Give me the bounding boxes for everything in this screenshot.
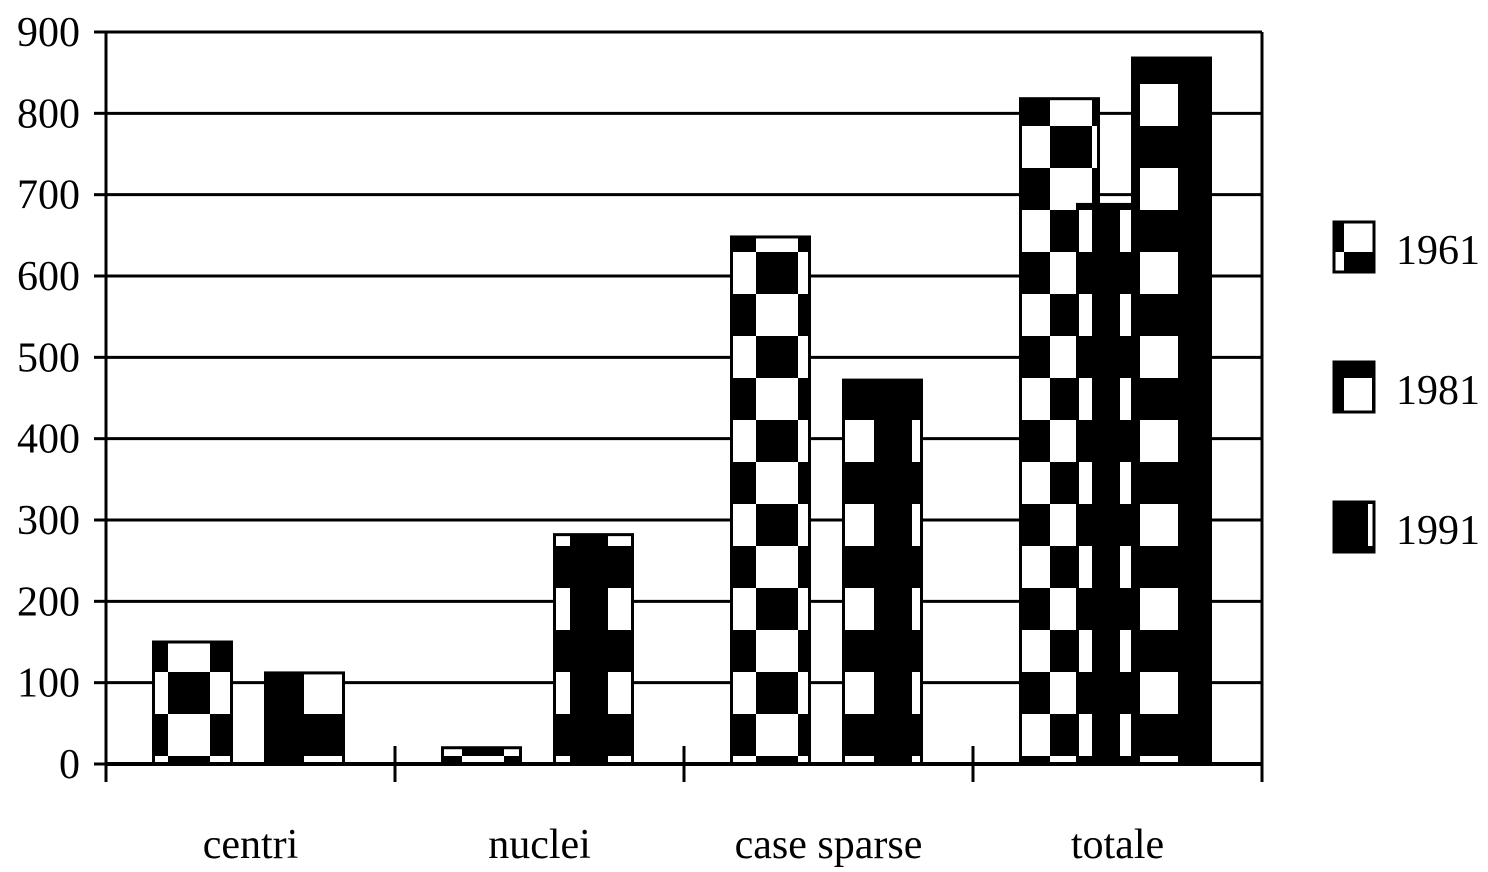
- x-category-label: centri: [203, 822, 299, 868]
- legend-swatch-1981: [1332, 360, 1376, 414]
- bar-1961-case-sparse: [730, 235, 811, 766]
- legend: 1961 1981 1991: [1332, 220, 1480, 554]
- y-tick-label: 400: [17, 417, 80, 463]
- x-category-label: totale: [1071, 822, 1164, 868]
- bars: [152, 56, 1212, 766]
- x-category-labels: centri nuclei case sparse totale: [203, 822, 1164, 868]
- bar-1991-case-sparse: [842, 378, 923, 766]
- y-tick-label: 600: [17, 254, 80, 300]
- y-tick-label: 900: [17, 10, 80, 56]
- bar-1991-centri: [264, 671, 345, 766]
- y-tick-label: 700: [17, 173, 80, 219]
- y-tick-label: 300: [17, 498, 80, 544]
- y-tick-labels: 0 100 200 300 400 500 600 700 800 900: [17, 10, 80, 788]
- y-tick-label: 500: [17, 335, 80, 381]
- bar-1961-nuclei: [441, 746, 522, 766]
- legend-swatch-1961: [1332, 220, 1376, 274]
- legend-label-1991: 1991: [1396, 508, 1480, 554]
- bar-1991-totale: [1131, 56, 1212, 766]
- x-category-label: case sparse: [735, 822, 923, 868]
- y-tick-label: 0: [59, 742, 80, 788]
- y-tick-label: 800: [17, 91, 80, 137]
- y-tick-label: 100: [17, 661, 80, 707]
- legend-label-1981: 1981: [1396, 368, 1480, 414]
- y-tick-label: 200: [17, 579, 80, 625]
- gridlines: [106, 30, 1262, 685]
- legend-swatch-1991: [1332, 500, 1376, 554]
- bar-1961-centri: [152, 640, 233, 766]
- legend-label-1961: 1961: [1396, 228, 1480, 274]
- x-category-label: nuclei: [488, 822, 591, 868]
- axes: [94, 30, 1264, 782]
- bar-1991-nuclei: [553, 533, 634, 766]
